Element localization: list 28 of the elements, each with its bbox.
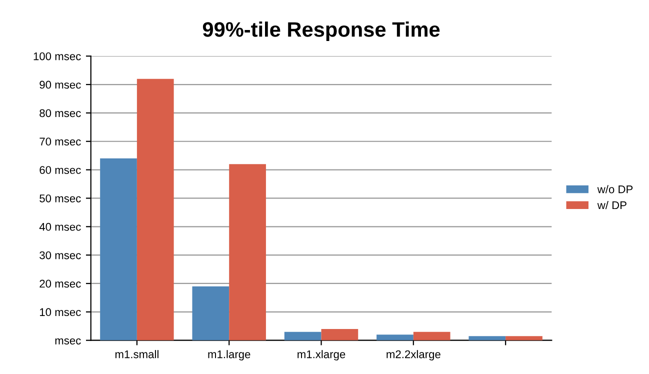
chart-title: 99%-tile Response Time <box>202 22 440 41</box>
x-tick-label: m2.2xlarge <box>386 350 440 360</box>
x-tick-label: m1.xlarge <box>298 350 346 360</box>
bar <box>376 334 414 340</box>
bar <box>284 332 322 340</box>
y-tick-label: 40 msec <box>39 222 81 231</box>
legend-label: w/ DP <box>597 201 626 210</box>
y-tick-label: 80 msec <box>40 109 81 118</box>
x-tick-label: m1.large <box>208 350 250 360</box>
x-tick-label: m1.small <box>115 350 158 358</box>
y-tick-label: 30 msec <box>40 251 81 260</box>
y-tick-label: 70 msec <box>40 138 81 146</box>
y-tick-label: 100 msec <box>34 52 81 60</box>
y-tick-label: 20 msec <box>40 280 81 288</box>
bar <box>413 332 450 340</box>
bar <box>468 336 506 340</box>
bar <box>192 286 230 340</box>
y-tick-label: msec <box>55 338 81 344</box>
y-tick-label: 50 msec <box>40 194 81 202</box>
bar <box>136 78 174 340</box>
y-tick-label: 60 msec <box>40 166 81 174</box>
y-tick-label: 10 msec <box>40 308 81 316</box>
legend-label: w/o DP <box>597 185 633 194</box>
bar <box>229 164 266 340</box>
bar <box>321 328 358 340</box>
bar <box>506 336 542 340</box>
y-tick-label: 90 msec <box>40 80 81 89</box>
bar <box>100 158 137 340</box>
